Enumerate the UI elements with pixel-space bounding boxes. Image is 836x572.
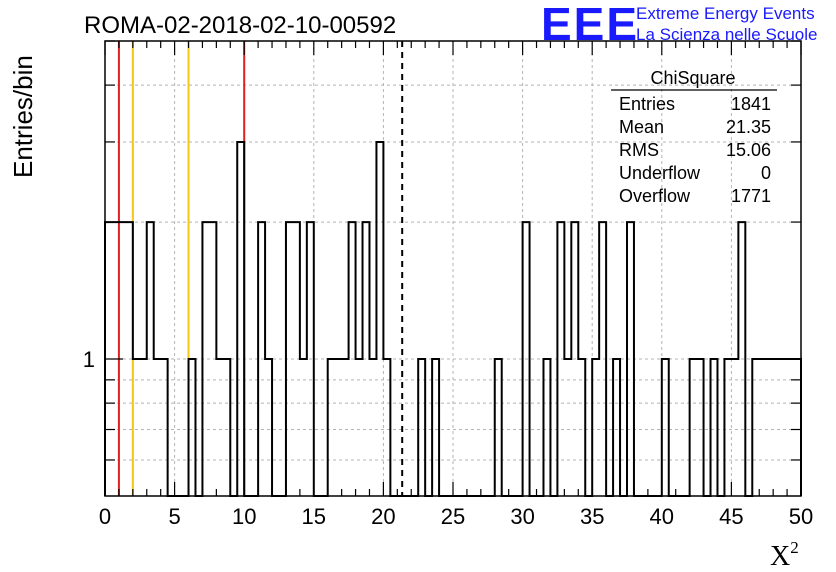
histogram-bin [237, 142, 244, 496]
x-tick-label: 45 [719, 504, 743, 529]
stats-label-rms: RMS [619, 140, 659, 160]
stats-value-underflow: 0 [761, 163, 771, 183]
reference-lines [117, 41, 404, 496]
stats-label-entries: Entries [619, 94, 675, 114]
stats-label-overflow: Overflow [619, 186, 691, 206]
x-tick-label: 5 [168, 504, 180, 529]
stats-label-underflow: Underflow [619, 163, 701, 183]
x-tick-label: 0 [99, 504, 111, 529]
stats-title: ChiSquare [650, 68, 735, 88]
stats-box: ChiSquare Entries 1841 Mean 21.35 RMS 15… [611, 68, 777, 206]
x-tick-label: 15 [302, 504, 326, 529]
histogram-bin [376, 142, 383, 496]
x-axis-label-base: X [770, 541, 790, 572]
stats-value-entries: 1841 [731, 94, 771, 114]
grid [105, 40, 801, 496]
x-tick-label: 20 [371, 504, 395, 529]
x-tick-label: 35 [580, 504, 604, 529]
chart-title: ROMA-02-2018-02-10-00592 [84, 12, 396, 39]
logo-line-2: La Scienza nelle Scuole [636, 25, 817, 44]
x-axis-label-sup: 2 [790, 538, 799, 557]
x-tick-label: 25 [441, 504, 465, 529]
stats-label-mean: Mean [619, 117, 664, 137]
x-tick-label: 40 [650, 504, 674, 529]
y-tick-label: 1 [83, 347, 95, 372]
stats-value-rms: 15.06 [726, 140, 771, 160]
x-tick-label: 50 [789, 504, 813, 529]
x-tick-label: 10 [232, 504, 256, 529]
eee-logo: EEE [541, 0, 639, 50]
y-axis-label: Entries/bin [8, 55, 38, 178]
x-axis-label: X2 [770, 538, 799, 572]
x-tick-label: 30 [510, 504, 534, 529]
logo-line-1: Extreme Energy Events [636, 4, 815, 23]
axis-ticks: 0 5 10 15 20 25 30 35 40 45 50 1 [83, 40, 813, 529]
stats-value-mean: 21.35 [726, 117, 771, 137]
stats-value-overflow: 1771 [731, 186, 771, 206]
